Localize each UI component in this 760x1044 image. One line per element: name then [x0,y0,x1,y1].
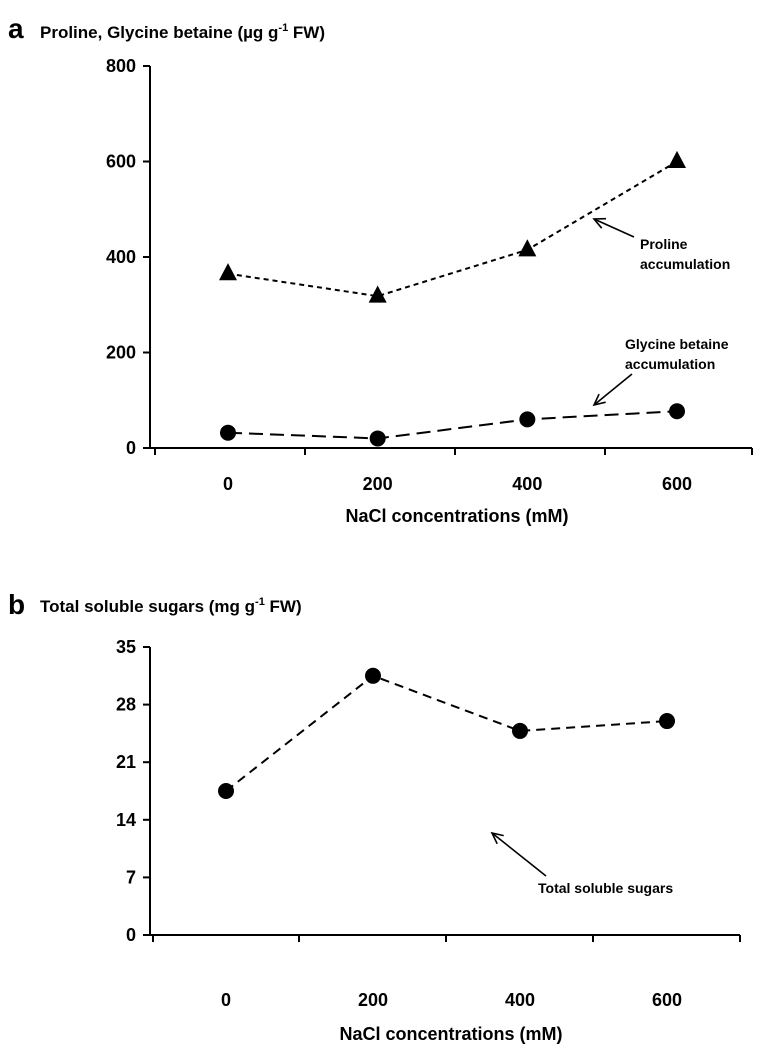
x-tick-label: 200 [363,474,393,494]
x-tick-label: 400 [512,474,542,494]
y-tick-label: 0 [126,925,136,945]
data-point [669,403,685,420]
annotation-text: Total soluble sugars [538,880,673,896]
series-line [225,674,668,792]
y-tick-label: 0 [126,438,136,458]
data-point [365,667,381,684]
data-point [219,263,237,281]
x-axis-label: NaCl concentrations (mM) [339,1024,562,1044]
y-tick-label: 7 [126,867,136,887]
annotation-arrowhead [592,393,606,407]
annotation-arrowhead [490,831,504,845]
data-point [220,424,236,441]
chart-title: Proline, Glycine betaine (µg g-1 FW) [40,22,325,42]
x-axis-label: NaCl concentrations (mM) [345,506,568,526]
data-point [518,239,537,257]
chart-panel-a: a Proline, Glycine betaine (µg g-1 FW) 0 20… [8,13,753,526]
data-point [368,285,387,303]
series-line [227,410,678,440]
y-tick-label: 28 [116,695,136,715]
x-tick-label: 400 [505,990,535,1010]
y-tick-label: 200 [106,343,136,363]
data-point [369,430,386,447]
annotation-arrow [593,218,635,238]
annotation-arrowhead [592,217,607,229]
annotation-text: accumulation [640,256,730,272]
annotation: Proline accumulation [592,217,730,272]
annotation-text: accumulation [625,356,715,372]
series-line [227,160,678,298]
y-tick-label: 400 [106,247,136,267]
data-point [659,713,675,730]
x-tick-label: 200 [358,990,388,1010]
panel-letter: b [8,589,25,620]
data-point [519,411,536,428]
x-tick-label: 600 [652,990,682,1010]
y-tick-label: 35 [116,637,136,657]
annotation-arrow [593,373,633,406]
x-tick-label: 0 [223,474,233,494]
x-tick-label: 0 [221,990,231,1010]
data-point [668,150,686,168]
panel-letter: a [8,13,24,44]
series-1 [219,150,686,303]
series-2 [220,403,685,447]
y-tick-label: 21 [116,752,136,772]
annotation-text: Proline [640,236,688,252]
annotation: Total soluble sugars [490,831,673,896]
data-point [512,722,528,739]
annotation-arrow [491,832,547,877]
x-tick-label: 600 [662,474,692,494]
y-tick-label: 600 [106,152,136,172]
chart-title: Total soluble sugars (mg g-1 FW) [40,596,302,616]
chart-panel-b: b Total soluble sugars (mg g-1 FW) 0 7 14 21 2… [8,589,741,1044]
annotation: Glycine betaine accumulation [592,336,729,407]
series-1 [218,667,675,799]
annotation-text: Glycine betaine [625,336,729,352]
y-tick-label: 800 [106,56,136,76]
data-point [218,783,234,799]
y-tick-label: 14 [116,810,136,830]
